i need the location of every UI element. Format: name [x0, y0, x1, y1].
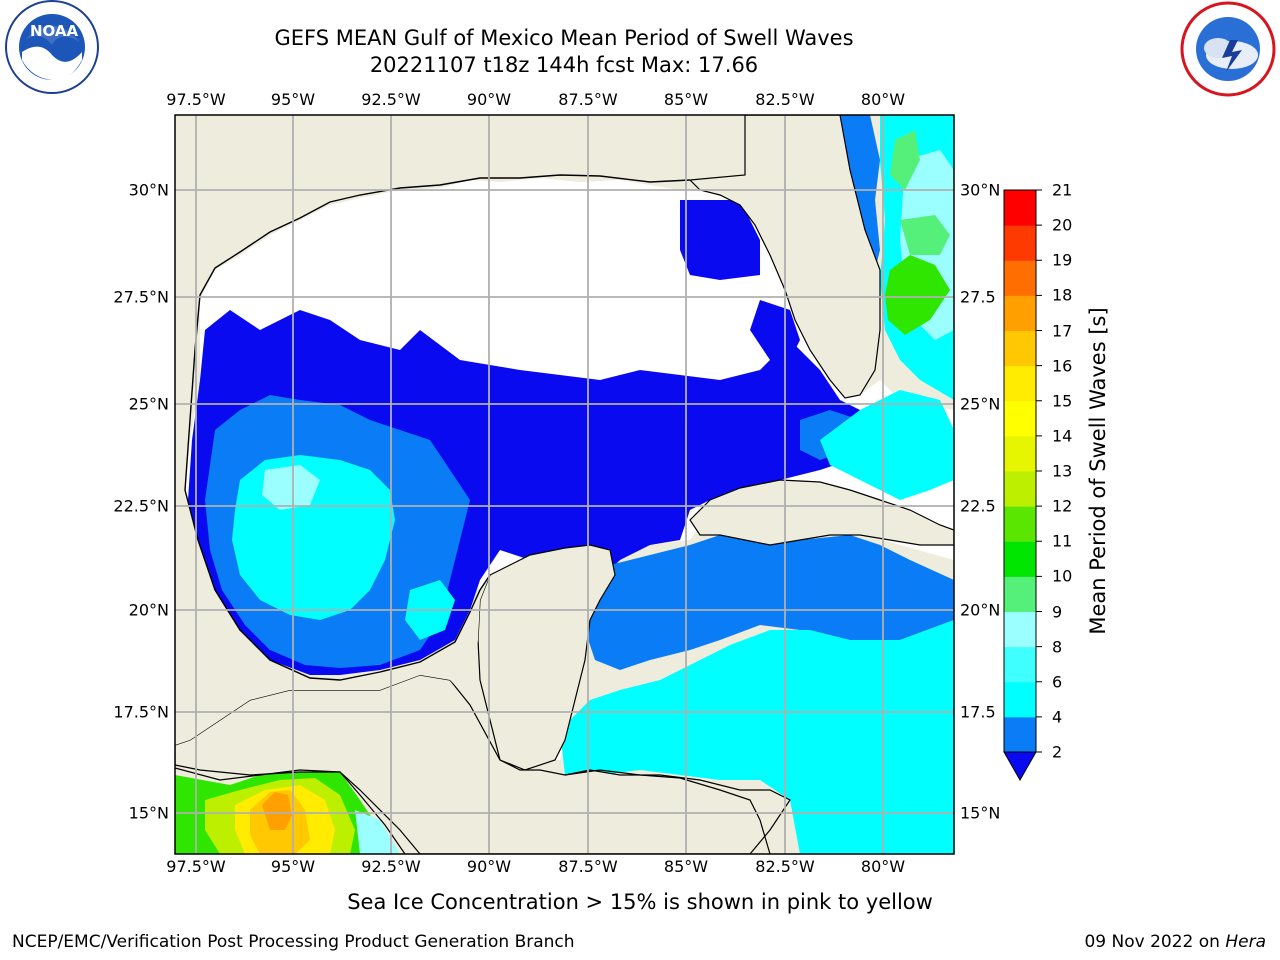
lon-label-bottom: 82.5°W	[755, 857, 815, 876]
lat-label-right: 27.5	[960, 287, 996, 307]
colorbar-band	[1004, 365, 1036, 402]
swell-9-11s-atlantic	[890, 130, 920, 190]
noaa-logo-text: NOAA	[30, 22, 79, 40]
colorbar-tick-label: 16	[1052, 356, 1073, 376]
lat-label-left: 27.5°N	[113, 287, 169, 307]
colorbar-band	[1004, 646, 1036, 683]
colorbar-tick-label: 14	[1052, 426, 1073, 446]
colorbar-band	[1004, 435, 1036, 472]
colorbar-tick-label: 15	[1052, 391, 1073, 411]
lat-label-right: 20°N	[960, 600, 1001, 620]
colorbar-tick-label: 11	[1052, 531, 1073, 551]
colorbar-tick-label: 21	[1052, 180, 1073, 200]
colorbar-tick-label: 8	[1052, 637, 1063, 657]
colorbar-band	[1004, 681, 1036, 718]
footer-date-text: 09 Nov 2022 on	[1084, 932, 1226, 952]
mexico-coast-land	[175, 115, 740, 745]
footer-credit: NCEP/EMC/Verification Post Processing Pr…	[12, 932, 575, 952]
colorbar-extend-min	[1003, 751, 1037, 782]
colorbar	[1003, 189, 1042, 782]
footer-host: Hera	[1225, 932, 1266, 952]
map-frame	[174, 114, 955, 855]
lon-label-bottom: 80°W	[860, 857, 906, 876]
colorbar-tick-label: 12	[1052, 496, 1073, 516]
footer-date: 09 Nov 2022 on Hera	[1084, 932, 1266, 952]
lat-label-right: 15°N	[960, 803, 1001, 823]
lat-label-right: 25°N	[960, 394, 1001, 414]
noaa-logo	[5, 0, 99, 94]
colorbar-band	[1004, 576, 1036, 612]
lon-label-bottom: 90°W	[466, 857, 512, 876]
lon-label-bottom: 95°W	[270, 857, 316, 876]
lon-label-top: 82.5°W	[755, 90, 815, 109]
sea-ice-note: Sea Ice Concentration > 15% is shown in …	[347, 890, 933, 914]
national-weather-service-logo	[1180, 1, 1276, 97]
lat-label-left: 20°N	[128, 600, 169, 620]
swell-pacific-cyan	[355, 810, 400, 854]
lon-label-top: 95°W	[270, 90, 316, 109]
colorbar-tick-label: 17	[1052, 321, 1073, 340]
yucatan-land	[477, 544, 616, 771]
swell-4-6s-caribbean-west	[585, 535, 954, 670]
colorbar-tick-label: 6	[1052, 672, 1063, 692]
lon-label-top: 80°W	[860, 90, 906, 109]
swell-6-8s-caribbean	[560, 620, 954, 854]
colorbar-tick-label: 19	[1052, 250, 1073, 270]
swell-pacific-deep-orange	[262, 792, 292, 830]
lat-label-left: 25°N	[128, 394, 169, 414]
honduras-coastline	[564, 769, 771, 854]
lat-label-left: 15°N	[128, 803, 169, 823]
colorbar-band	[1004, 716, 1036, 753]
colorbar-tick-label: 4	[1052, 707, 1063, 727]
lat-label-left: 22.5°N	[113, 496, 169, 516]
lat-label-left: 30°N	[128, 180, 169, 200]
colorbar-title: Mean Period of Swell Waves [s]	[1086, 307, 1110, 635]
lon-label-top: 90°W	[466, 90, 512, 109]
colorbar-tick-label: 9	[1052, 602, 1063, 621]
swell-9-10s-atlantic-south	[900, 215, 950, 255]
colorbar-band	[1004, 611, 1036, 648]
lat-label-right: 22.5	[960, 496, 996, 516]
lon-label-top: 97.5°W	[166, 90, 226, 109]
colorbar-band	[1004, 541, 1036, 577]
lat-label-right: 17.5	[960, 702, 996, 722]
colorbar-band	[1004, 295, 1036, 331]
colorbar-band	[1004, 225, 1036, 261]
colorbar-tick-label: 20	[1052, 215, 1073, 235]
lon-label-top: 87.5°W	[558, 90, 618, 109]
lon-label-bottom: 87.5°W	[558, 857, 618, 876]
colorbar-band	[1004, 506, 1036, 542]
lon-label-top: 85°W	[663, 90, 709, 109]
colorbar-band	[1004, 400, 1036, 437]
colorbar-tick-label: 10	[1052, 566, 1073, 586]
gulf-coastline	[184, 174, 691, 681]
swell-2-4s-east-gulf	[680, 200, 760, 280]
chart-subtitle: 20221107 t18z 144h fcst Max: 17.66	[369, 53, 759, 77]
lon-label-bottom: 92.5°W	[361, 857, 421, 876]
cuba-land	[689, 479, 954, 546]
chart-title: GEFS MEAN Gulf of Mexico Mean Period of …	[274, 26, 854, 50]
map-gridlines	[175, 115, 954, 854]
swell-2-4s-florida-strait	[750, 300, 800, 360]
lat-label-right: 30°N	[960, 180, 1001, 200]
lat-label-left: 17.5°N	[113, 702, 169, 722]
swell-6-8s-florida-strait	[820, 390, 954, 500]
lon-label-bottom: 85°W	[663, 857, 709, 876]
map-plot-area	[175, 115, 954, 854]
colorbar-tick-label: 13	[1052, 461, 1073, 481]
colorbar-band	[1004, 260, 1036, 296]
colorbar-tick-label: 18	[1052, 285, 1073, 305]
lon-label-top: 92.5°W	[361, 90, 421, 109]
pacific-coastline	[175, 767, 406, 854]
swell-10-12s-atlantic	[885, 255, 950, 335]
colorbar-band	[1004, 190, 1036, 226]
swell-8-9s-patch	[262, 465, 320, 510]
colorbar-band	[1004, 471, 1036, 507]
lon-label-bottom: 97.5°W	[166, 857, 226, 876]
colorbar-band	[1004, 330, 1036, 367]
colorbar-tick-label: 2	[1052, 742, 1063, 762]
